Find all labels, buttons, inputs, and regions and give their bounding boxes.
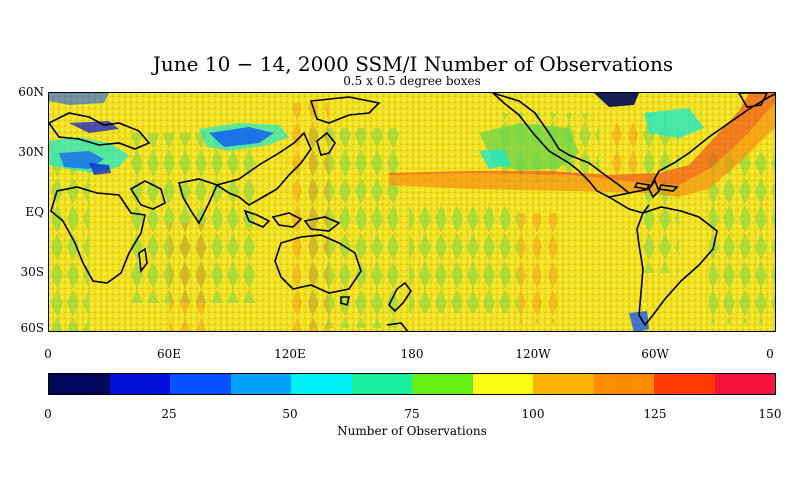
madagascar-outline bbox=[138, 247, 148, 274]
lon-label-180: 180 bbox=[400, 347, 424, 361]
pacific-cyan-patch bbox=[479, 149, 511, 169]
lon-label-0-east: 0 bbox=[766, 347, 774, 361]
south-america-outline bbox=[636, 206, 718, 327]
lat-label-eq: EQ bbox=[25, 205, 44, 219]
new-zealand-outline bbox=[388, 281, 412, 313]
lon-label-120e: 120E bbox=[274, 347, 306, 361]
colorbar-tick-0: 0 bbox=[44, 407, 52, 421]
lat-label-60n: 60N bbox=[18, 85, 44, 99]
colorbar-swatch-8 bbox=[533, 374, 594, 394]
colorbar-tick-75: 75 bbox=[404, 407, 420, 421]
colorbar bbox=[48, 373, 776, 395]
lat-label-30s: 30S bbox=[20, 265, 45, 279]
lat-label-30n: 30N bbox=[18, 145, 44, 159]
colorbar-swatch-5 bbox=[351, 374, 412, 394]
observation-map bbox=[48, 92, 776, 332]
colorbar-swatch-6 bbox=[412, 374, 473, 394]
colorbar-swatch-1 bbox=[109, 374, 170, 394]
colorbar-tick-125: 125 bbox=[643, 407, 667, 421]
colorbar-tick-100: 100 bbox=[521, 407, 545, 421]
chart-subtitle: 0.5 x 0.5 degree boxes bbox=[343, 74, 481, 88]
colorbar-swatch-9 bbox=[593, 374, 654, 394]
lat-label-60s: 60S bbox=[20, 321, 45, 335]
continent-outlines bbox=[49, 93, 775, 331]
map-svg bbox=[49, 93, 775, 331]
lon-label-120w: 120W bbox=[515, 347, 551, 361]
colorbar-swatch-0 bbox=[49, 374, 110, 394]
chart-title: June 10 − 14, 2000 SSM/I Number of Obser… bbox=[152, 52, 674, 76]
colorbar-tick-25: 25 bbox=[161, 407, 177, 421]
north-america-outline bbox=[492, 93, 631, 198]
colorbar-swatch-2 bbox=[170, 374, 231, 394]
colorbar-swatch-10 bbox=[654, 374, 715, 394]
australia-outline bbox=[274, 234, 362, 294]
lon-label-60e: 60E bbox=[156, 347, 182, 361]
colorbar-title: Number of Observations bbox=[337, 424, 487, 438]
greenland-outline bbox=[738, 93, 768, 108]
colorbar-swatch-11 bbox=[714, 374, 775, 394]
atlantic-cyan-patch bbox=[644, 108, 704, 138]
colorbar-swatch-7 bbox=[472, 374, 533, 394]
india-outline bbox=[177, 178, 219, 225]
colorbar-tick-50: 50 bbox=[282, 407, 298, 421]
green-orbit-tracks bbox=[49, 113, 775, 331]
japan-outline bbox=[316, 131, 336, 156]
lon-label-60w: 60W bbox=[641, 347, 669, 361]
colorbar-swatch-3 bbox=[230, 374, 291, 394]
colorbar-tick-150: 150 bbox=[758, 407, 782, 421]
colorbar-swatch-4 bbox=[291, 374, 352, 394]
africa-outline bbox=[50, 186, 146, 284]
orange-observation-band bbox=[389, 103, 775, 197]
lon-label-0: 0 bbox=[44, 347, 52, 361]
